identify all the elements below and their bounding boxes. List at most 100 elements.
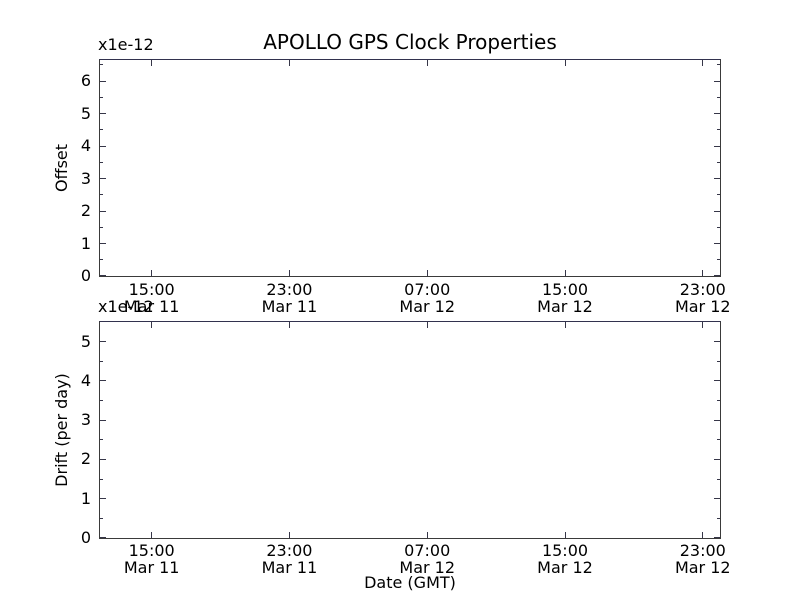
y-tick <box>100 178 106 180</box>
x-tick <box>426 532 428 538</box>
x-tick-label: 07:00 Mar 12 <box>399 280 456 316</box>
x-tick <box>702 532 704 538</box>
y-minor-tick <box>717 194 720 196</box>
y-minor-tick <box>717 226 720 228</box>
y-tick <box>100 537 106 538</box>
y-tick <box>714 537 720 538</box>
y-tick <box>100 243 106 245</box>
y-tick <box>100 275 106 276</box>
y-minor-tick <box>100 161 103 163</box>
y-tick-label: 5 <box>80 103 91 123</box>
y-tick <box>100 341 106 343</box>
x-tick <box>151 322 153 328</box>
y-tick <box>714 341 720 343</box>
chart-title: APOLLO GPS Clock Properties <box>263 30 557 54</box>
y-tick-label: 2 <box>80 201 91 221</box>
y-tick-label: 2 <box>80 449 91 469</box>
x-tick-label: 23:00 Mar 11 <box>261 280 318 316</box>
x-tick-label: 23:00 Mar 12 <box>674 280 731 316</box>
y-minor-tick <box>100 400 103 402</box>
y-tick <box>100 380 106 382</box>
y-tick-label: 4 <box>80 370 91 390</box>
y-tick <box>714 80 720 82</box>
y-tick <box>714 113 720 115</box>
x-tick-label: 15:00 Mar 11 <box>123 541 180 577</box>
x-tick <box>564 60 566 66</box>
x-tick-label: 23:00 Mar 11 <box>261 541 318 577</box>
y-minor-tick <box>717 161 720 163</box>
y-tick <box>100 458 106 460</box>
y-minor-tick <box>717 400 720 402</box>
y-tick <box>100 80 106 82</box>
y-tick-label: 1 <box>80 488 91 508</box>
x-tick-label: 15:00 Mar 12 <box>537 541 593 577</box>
y-minor-tick <box>100 439 103 441</box>
y-tick <box>714 275 720 276</box>
y-tick <box>100 145 106 147</box>
y-minor-tick <box>100 517 103 519</box>
y-tick <box>714 243 720 245</box>
x-tick <box>702 270 704 276</box>
offset-axes <box>99 59 721 277</box>
y-minor-tick <box>717 96 720 98</box>
y-tick <box>714 498 720 500</box>
x-tick <box>426 270 428 276</box>
y-minor-tick <box>717 517 720 519</box>
y-minor-tick <box>100 64 103 66</box>
y-minor-tick <box>100 226 103 228</box>
y-tick <box>714 210 720 212</box>
y-tick-label: 1 <box>80 233 91 253</box>
y-minor-tick <box>717 259 720 261</box>
y-minor-tick <box>100 360 103 362</box>
x-tick <box>426 322 428 328</box>
y-minor-tick <box>717 439 720 441</box>
y-minor-tick <box>100 194 103 196</box>
x-tick <box>564 322 566 328</box>
y-tick <box>714 419 720 421</box>
y-minor-tick <box>717 129 720 131</box>
x-tick-label: 15:00 Mar 12 <box>537 280 593 316</box>
x-tick <box>288 60 290 66</box>
x-tick <box>288 532 290 538</box>
y-tick <box>714 145 720 147</box>
x-tick-label: 15:00 Mar 11 <box>123 280 180 316</box>
y-tick-label: 5 <box>80 331 91 351</box>
x-tick <box>288 270 290 276</box>
x-tick <box>426 60 428 66</box>
offset-multiplier-top: x1e-12 <box>98 35 154 54</box>
x-tick <box>151 60 153 66</box>
x-tick <box>288 322 290 328</box>
y-tick <box>714 380 720 382</box>
x-axis-label: Date (GMT) <box>364 573 456 592</box>
x-tick-label: 07:00 Mar 12 <box>399 541 456 577</box>
y-minor-tick <box>717 360 720 362</box>
y-minor-tick <box>717 478 720 480</box>
y-tick-label: 0 <box>80 527 91 547</box>
y-minor-tick <box>100 96 103 98</box>
y-tick <box>100 210 106 212</box>
x-tick <box>564 270 566 276</box>
x-tick <box>702 60 704 66</box>
y-minor-tick <box>100 478 103 480</box>
x-tick <box>151 532 153 538</box>
y-tick-label: 3 <box>80 410 91 430</box>
y-minor-tick <box>100 259 103 261</box>
y-tick <box>100 498 106 500</box>
x-tick-label: 23:00 Mar 12 <box>674 541 731 577</box>
y-tick <box>714 458 720 460</box>
y-tick <box>100 419 106 421</box>
y-tick <box>100 113 106 115</box>
x-tick <box>702 322 704 328</box>
y-tick-label: 0 <box>80 265 91 285</box>
y-minor-tick <box>717 64 720 66</box>
y-tick-label: 6 <box>80 71 91 91</box>
x-tick <box>564 532 566 538</box>
y-tick-label: 3 <box>80 168 91 188</box>
y-tick <box>714 178 720 180</box>
x-tick <box>151 270 153 276</box>
offset-multiplier-bottom: x1e-12 <box>98 297 154 316</box>
y-tick-label: 4 <box>80 136 91 156</box>
y-minor-tick <box>100 129 103 131</box>
drift-axes <box>99 321 721 539</box>
